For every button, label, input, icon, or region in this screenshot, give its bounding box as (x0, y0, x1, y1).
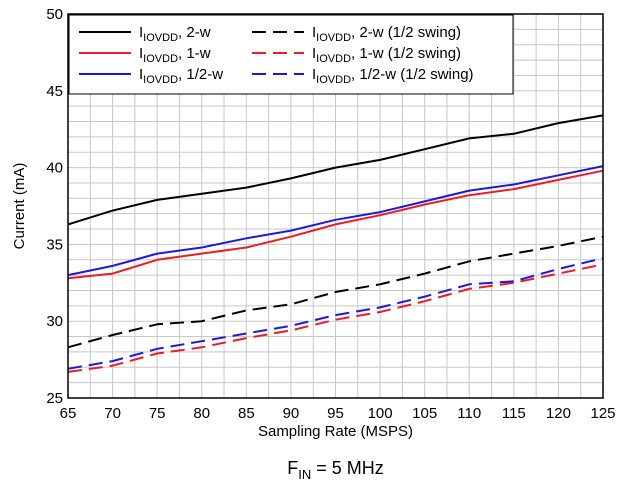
legend-label: IIOVDD, 2-w (139, 24, 211, 44)
series-line (67, 114, 604, 226)
caption-sub: IN (298, 467, 311, 482)
caption-main: F (287, 458, 298, 478)
plot-frame (67, 13, 604, 399)
x-tick-label: 90 (283, 405, 300, 422)
y-axis-label: Current (mA) (11, 163, 28, 250)
y-tick-label: 45 (46, 83, 63, 100)
x-tick-label: 110 (457, 405, 481, 422)
x-tick-label: 70 (104, 405, 121, 422)
legend-label: IIOVDD, 1/2-w (1/2 swing) (312, 66, 474, 86)
series-line (67, 263, 604, 373)
x-tick-label: 75 (149, 405, 166, 422)
series-line (67, 235, 604, 349)
legend-label: IIOVDD, 1/2-w (139, 66, 223, 86)
x-tick-label: 85 (238, 405, 255, 422)
x-tick-label: 65 (60, 405, 77, 422)
x-axis-label: Sampling Rate (MSPS) (258, 423, 413, 440)
x-tick-label: 105 (412, 405, 437, 422)
x-tick-label: 125 (590, 405, 615, 422)
legend-label: IIOVDD, 2-w (1/2 swing) (312, 24, 461, 44)
y-tick-label: 50 (46, 6, 63, 23)
series-line (67, 257, 604, 370)
x-tick-label: 80 (193, 405, 210, 422)
series-line (67, 165, 604, 277)
series-lines (67, 114, 604, 373)
x-tick-label: 95 (327, 405, 344, 422)
x-tick-label: 120 (546, 405, 571, 422)
series-line (67, 169, 604, 280)
chart-caption: FIN = 5 MHz (287, 458, 384, 482)
legend-label: IIOVDD, 1-w (1/2 swing) (312, 45, 461, 65)
y-tick-label: 25 (46, 390, 63, 407)
x-tick-label: 115 (502, 405, 526, 422)
y-tick-label: 35 (46, 236, 63, 253)
caption-rest: = 5 MHz (311, 458, 384, 478)
x-tick-label: 100 (368, 405, 393, 422)
tick-labels: 65 70 75 80 85 90 95 100 105 110 115 120 125 25 30 35 40… (46, 6, 615, 422)
legend-label: IIOVDD, 1-w (139, 45, 211, 65)
legend-box (68, 14, 514, 95)
y-tick-label: 30 (46, 313, 63, 330)
y-tick-label: 40 (46, 160, 63, 177)
